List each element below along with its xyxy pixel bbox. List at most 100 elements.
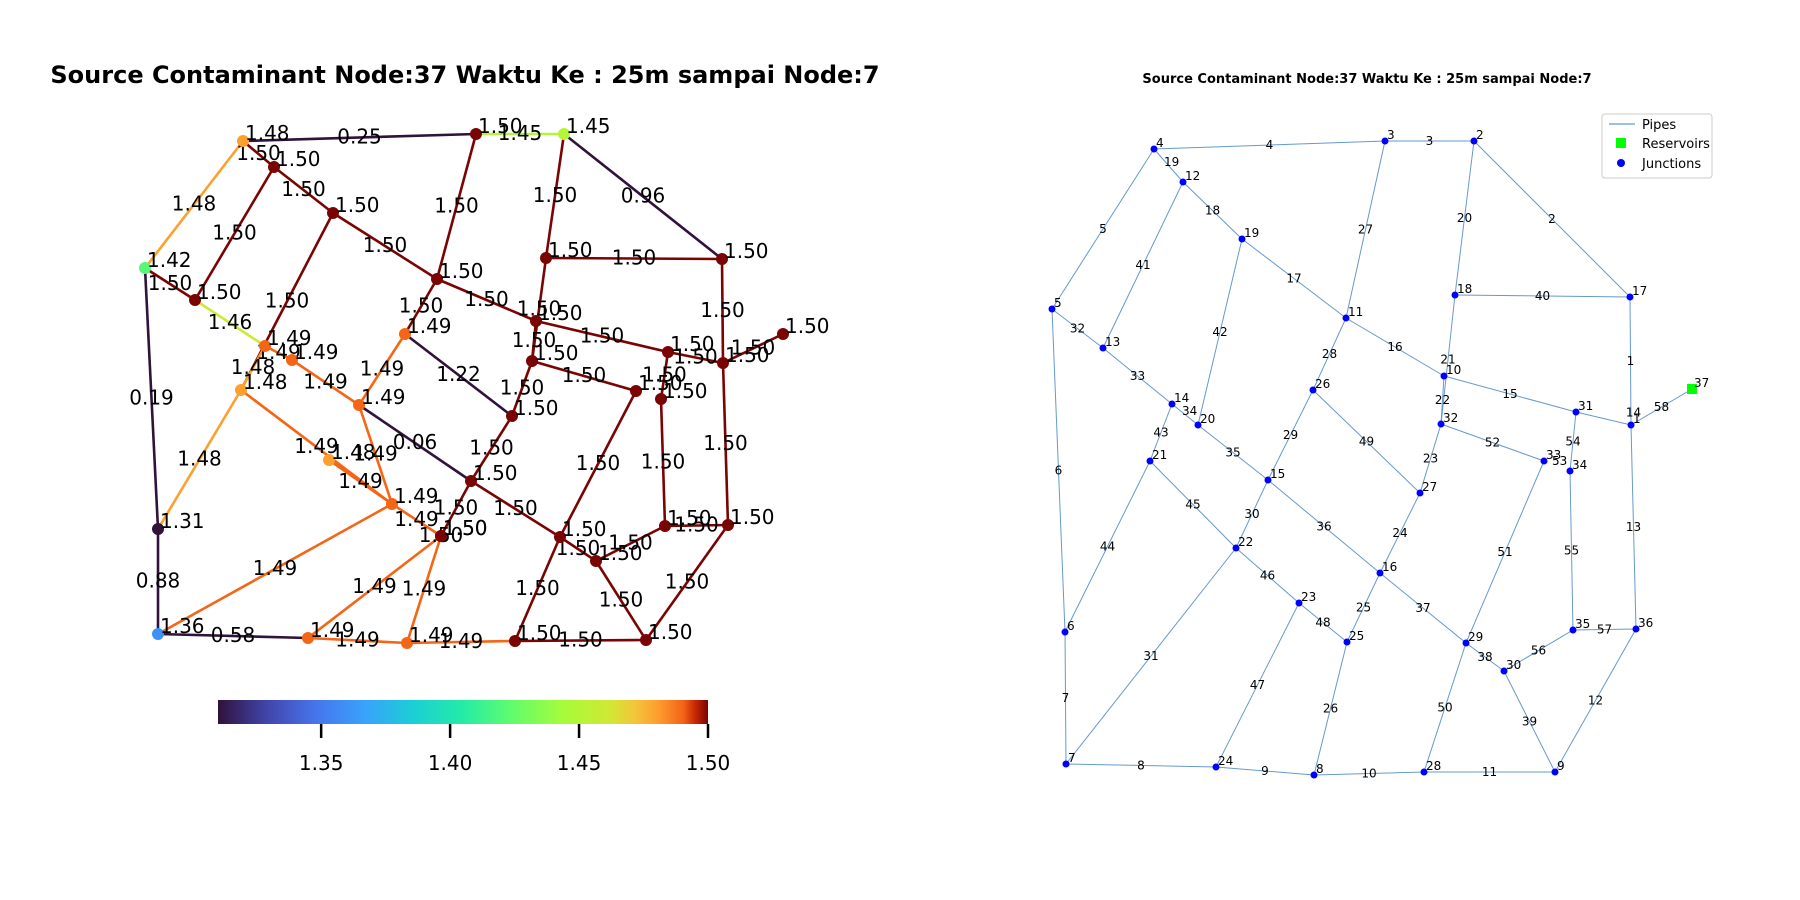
left-node-n_26 [399, 328, 411, 340]
pipe-label: 16 [1387, 340, 1402, 354]
pipe-label: 20 [1457, 211, 1472, 225]
left-node-label: 1.50 [439, 259, 484, 283]
node-label: 6 [1067, 619, 1075, 633]
left-node-label: 1.50 [473, 461, 518, 485]
left-edge-label: 1.45 [498, 121, 543, 145]
node-label: 27 [1422, 480, 1437, 494]
left-edge-label: 1.49 [294, 434, 339, 458]
legend-box [1601, 113, 1713, 179]
left-node-label: 1.49 [310, 618, 355, 642]
pipe-label: 1 [1627, 354, 1635, 368]
pipe-label: 57 [1597, 623, 1612, 637]
left-node-n_34b [655, 393, 667, 405]
pipe-label: 56 [1531, 644, 1546, 658]
left-node-label: 1.49 [394, 484, 439, 508]
node-label: 37 [1694, 376, 1709, 390]
junction-node-35 [1569, 626, 1577, 634]
pipe-6-7 [1064, 631, 1067, 765]
pipe-25-8 [1313, 641, 1348, 776]
pipe-10-31 [1443, 375, 1577, 413]
pipe-label: 9 [1261, 764, 1269, 778]
node-label: 14 [1174, 391, 1189, 405]
left-edge-label: 1.49 [303, 370, 348, 394]
left-node-label: 1.50 [724, 239, 769, 263]
pipe-27-16 [1379, 492, 1421, 574]
pipe-36-9 [1554, 628, 1637, 773]
pipe-16-29 [1379, 572, 1467, 644]
left-edge-label: 0.25 [337, 125, 382, 149]
left-edge-n_29-n_30 [559, 535, 597, 563]
junction-node-7 [1062, 760, 1070, 768]
junction-node-26 [1309, 386, 1317, 394]
junction-node-31 [1572, 408, 1580, 416]
left-node-n_25 [435, 530, 447, 542]
left-node-n_36 [722, 519, 734, 531]
left-edge-label: 1.50 [674, 513, 719, 537]
left-edge-n_2-n_17 [563, 132, 723, 261]
left-edge-label: 0.58 [211, 623, 256, 647]
left-node-n_20 [235, 384, 247, 396]
extra-link-label: 19 [1164, 155, 1179, 169]
left-edge-label: 1.50 [599, 588, 644, 612]
left-edge-label: 1.48 [172, 192, 217, 216]
junction-node-18 [1451, 291, 1459, 299]
left-edge-n_5-n_13 [144, 266, 196, 302]
legend-junctions-label: Junctions [1641, 157, 1701, 172]
left-node-n_22 [386, 498, 398, 510]
pipe-4-12 [1153, 148, 1184, 183]
left-node-label: 1.50 [670, 332, 715, 356]
pipe-label: 37 [1415, 601, 1430, 615]
pipe-15-22 [1235, 479, 1269, 549]
left-edge-n_18-n_17 [545, 256, 723, 261]
legend-reservoirs-label: Reservoirs [1642, 137, 1710, 152]
left-node-n_37 [777, 328, 789, 340]
right-pipes-group [1051, 140, 1693, 776]
node-label: 13 [1105, 335, 1120, 349]
pipe-label: 18 [1205, 204, 1220, 218]
pipe-label: 15 [1502, 387, 1517, 401]
pipe-14-21 [1149, 403, 1173, 462]
pipe-label: 44 [1100, 540, 1115, 554]
pipe-19-11 [1241, 238, 1347, 319]
node-label: 11 [1348, 305, 1363, 319]
left-node-n_13 [189, 294, 201, 306]
left-edge-label: 1.50 [673, 345, 718, 369]
node-label: 1 [1633, 412, 1641, 426]
left-edge-n_10-n_31 [535, 319, 669, 354]
junction-node-8 [1310, 771, 1318, 779]
pipe-label: 24 [1392, 526, 1407, 540]
node-label: 9 [1557, 759, 1565, 773]
left-node-label: 1.50 [443, 516, 488, 540]
left-edge-label: 0.06 [393, 430, 438, 454]
colorbar-tick-label: 1.40 [428, 751, 473, 775]
pipe-2-17 [1473, 140, 1631, 298]
pipe-label: 30 [1244, 507, 1259, 521]
pipe-12-13 [1102, 181, 1184, 349]
left-node-label: 1.50 [443, 516, 488, 540]
left-edge-label: 1.50 [576, 451, 621, 475]
left-node-n_34 [286, 354, 298, 366]
left-edge-label: 1.50 [558, 628, 603, 652]
node-label: 8 [1316, 762, 1324, 776]
left-edge-n_7-n_24 [157, 632, 309, 640]
node-label: 15 [1270, 467, 1285, 481]
junction-node-16 [1376, 569, 1384, 577]
left-node-label: 1.50 [276, 147, 321, 171]
left-edge-n_12-n_19 [273, 165, 334, 215]
pipe-34-35 [1569, 470, 1574, 631]
pipe-label: 41 [1135, 258, 1150, 272]
node-label: 34 [1572, 458, 1587, 472]
left-node-label: 1.48 [243, 370, 288, 394]
left-node-label: 1.49 [267, 326, 312, 350]
left-edge-n_31-n_1 [667, 350, 724, 365]
junction-node-34 [1566, 467, 1574, 475]
pipe-label: 51 [1497, 545, 1512, 559]
left-edge-n_23-n_24 [307, 534, 442, 640]
pipe-label: 29 [1283, 428, 1298, 442]
left-node-label: 1.49 [294, 340, 339, 364]
left-node-label: 1.48 [331, 440, 376, 464]
left-edge-label: 1.22 [436, 362, 481, 386]
left-edge-n_32-n_27 [510, 360, 534, 417]
left-edge-n_34b-n_35 [659, 398, 667, 527]
